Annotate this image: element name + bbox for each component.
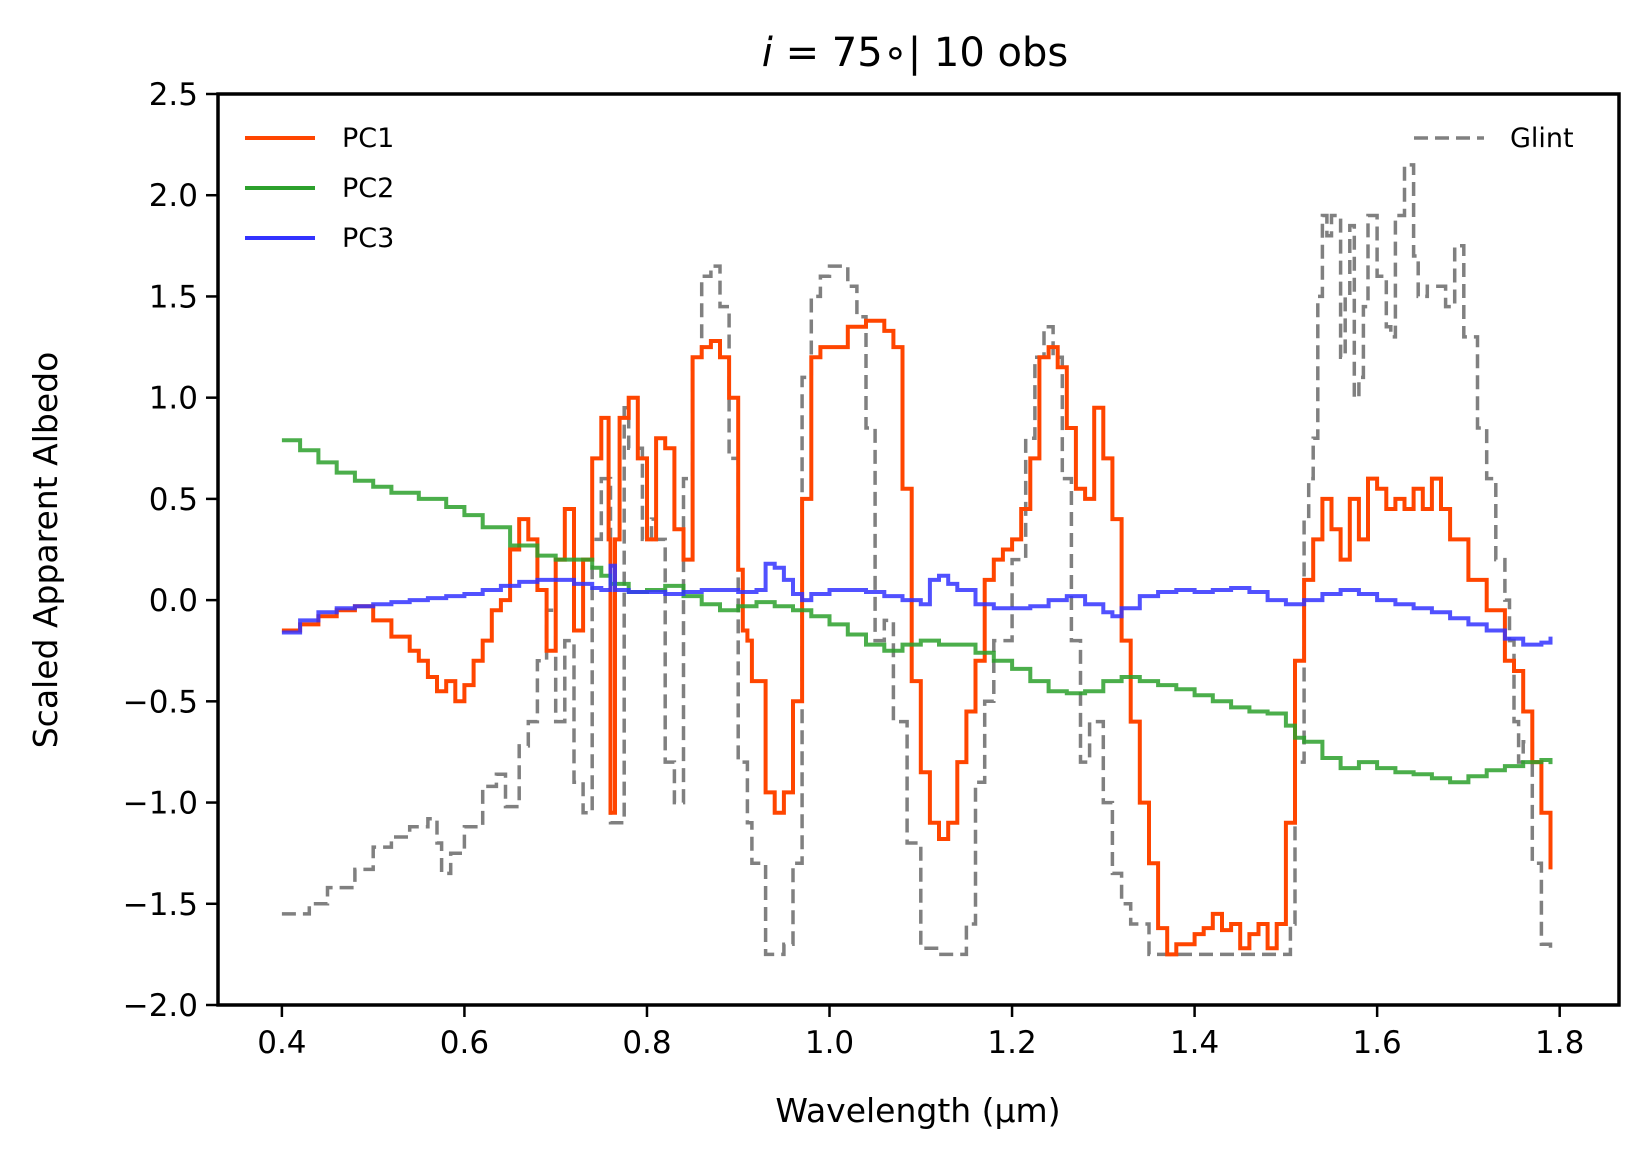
series-layer: [281, 163, 1553, 957]
chart-title: i = 75∘| 10 obs: [762, 30, 1069, 76]
chart-title-text: = 75∘| 10 obs: [773, 30, 1068, 76]
y-tick-label: −1.5: [123, 887, 198, 923]
x-tick-label: 0.8: [622, 1025, 671, 1061]
y-tick-label: 1.0: [149, 381, 198, 417]
y-tick-label: 0.0: [149, 583, 198, 619]
legend-right: Glint: [1414, 123, 1574, 154]
series-line-pc3: [281, 561, 1553, 647]
series-line-glint: [281, 163, 1553, 957]
legend-label-glint: Glint: [1510, 123, 1574, 154]
x-tick-label: 1.8: [1535, 1025, 1584, 1061]
x-tick-label: 1.4: [1170, 1025, 1219, 1061]
x-tick-label: 1.6: [1352, 1025, 1401, 1061]
legend-label-pc1: PC1: [342, 123, 394, 154]
legend-left: PC1 PC2 PC3: [245, 123, 394, 254]
y-axis-ticks: −2.0 −1.5 −1.0 −0.5 0.0 0.5 1.0 1.5 2.0 2.5: [123, 77, 218, 1024]
series-line-pc2: [281, 438, 1553, 785]
y-tick-label: −2.0: [123, 988, 198, 1024]
y-tick-label: 2.5: [149, 77, 198, 113]
chart-title-variable: i: [762, 30, 773, 76]
x-tick-label: 0.6: [440, 1025, 489, 1061]
x-tick-label: 1.0: [805, 1025, 854, 1061]
legend-label-pc3: PC3: [342, 223, 394, 254]
legend-label-pc2: PC2: [342, 173, 394, 204]
x-axis-ticks: 0.4 0.6 0.8 1.0 1.2 1.4 1.6 1.8: [257, 1005, 1584, 1061]
y-axis-label: Scaled Apparent Albedo: [26, 352, 65, 749]
x-tick-label: 1.2: [987, 1025, 1036, 1061]
y-tick-label: −1.0: [123, 786, 198, 822]
series-line-pc1: [281, 318, 1553, 957]
y-tick-label: −0.5: [123, 684, 198, 720]
y-tick-label: 2.0: [149, 178, 198, 214]
y-tick-label: 0.5: [149, 482, 198, 518]
plot-frame: [216, 92, 1621, 1007]
y-tick-label: 1.5: [149, 279, 198, 315]
x-axis-label: Wavelength (μm): [775, 1091, 1060, 1130]
x-tick-label: 0.4: [257, 1025, 306, 1061]
